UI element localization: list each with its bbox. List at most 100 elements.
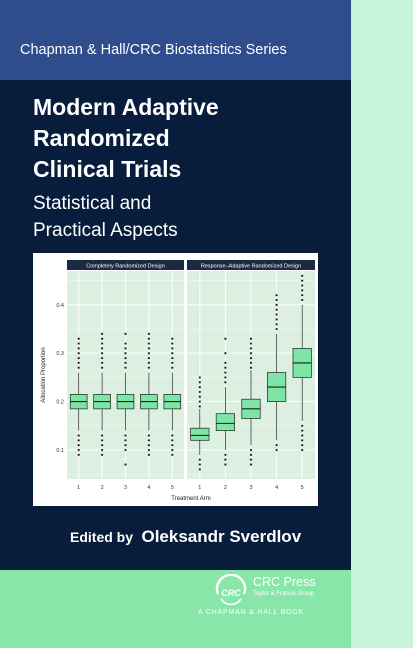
outlier-point [147, 347, 150, 350]
outlier-point [147, 366, 150, 369]
editor-prefix: Edited by [70, 529, 134, 545]
outlier-point [301, 279, 304, 282]
boxplot-chart: Allocation Proportion 0.1 0.2 0.3 0.4 Treatme… [41, 260, 315, 502]
outlier-point [275, 308, 278, 311]
outlier-point [147, 448, 150, 452]
subtitle-line: Practical Aspects [33, 220, 178, 241]
x-tick-label: 1 [77, 485, 80, 491]
outlier-point [77, 342, 80, 345]
outlier-point [301, 439, 304, 442]
outlier-point [171, 356, 174, 360]
outlier-point [101, 366, 104, 369]
title-line: Clinical Trials [33, 156, 182, 182]
y-tick-label: 0.4 [56, 303, 64, 309]
outlier-point [101, 453, 104, 456]
x-tick-label: 5 [171, 485, 174, 491]
outlier-point [275, 313, 278, 316]
outlier-point [101, 448, 104, 452]
outlier-point [198, 385, 201, 389]
outlier-point [101, 337, 104, 340]
cover-figure: Allocation Proportion 0.1 0.2 0.3 0.4 Treatme… [33, 253, 318, 506]
outlier-point [77, 366, 80, 369]
publisher-name: CRC Press [253, 575, 316, 589]
publisher-imprint: A CHAPMAN & HALL BOOK [198, 609, 305, 616]
outlier-point [171, 342, 174, 345]
outlier-point [124, 439, 127, 442]
outlier-point [224, 366, 227, 369]
x-tick-label: 1 [198, 485, 201, 491]
outlier-point [198, 400, 201, 403]
x-tick-label: 2 [101, 485, 104, 491]
outlier-point [224, 337, 227, 340]
outlier-point [249, 458, 253, 461]
outlier-point [275, 318, 278, 321]
outlier-point [198, 405, 201, 408]
outlier-point [249, 463, 253, 466]
outlier-point [171, 439, 174, 442]
outlier-point [124, 361, 127, 365]
outlier-point [224, 371, 227, 374]
outlier-point [124, 352, 127, 355]
series-band: Chapman & Hall/CRC Biostatistics Series [0, 0, 351, 80]
outlier-point [101, 434, 104, 437]
outlier-point [301, 289, 304, 292]
outlier-point [224, 463, 227, 466]
outlier-point [275, 294, 278, 297]
box [190, 427, 210, 441]
outlier-point [147, 356, 150, 360]
outlier-point [249, 356, 253, 360]
outlier-point [101, 439, 104, 442]
outlier-point [249, 337, 253, 340]
y-tick-label: 0.2 [56, 400, 64, 406]
y-axis-label: Allocation Proportion [41, 347, 47, 402]
outlier-point [301, 429, 304, 432]
y-tick-label: 0.1 [56, 448, 64, 454]
outlier-point [147, 361, 150, 365]
outlier-point [171, 347, 174, 350]
outlier-point [101, 352, 104, 355]
book-title: Modern Adaptive Randomized Clinical Tria… [33, 92, 333, 185]
outlier-point [171, 448, 174, 452]
outlier-point [77, 434, 80, 437]
outlier-point [101, 361, 104, 365]
publisher-group: Taylor & Francis Group [253, 591, 315, 597]
outlier-point [301, 424, 304, 427]
x-axis-label: Treatment Arm [171, 496, 210, 502]
outlier-point [275, 323, 278, 326]
outlier-point [171, 453, 174, 456]
outlier-point [147, 337, 150, 340]
panel-strip [67, 260, 184, 270]
editor-name: Oleksandr Sverdlov [141, 527, 302, 546]
outlier-point [224, 352, 227, 355]
outlier-point [198, 468, 201, 471]
subtitle-line: Statistical and [33, 193, 152, 214]
editor-credit: Edited by Oleksandr Sverdlov [70, 527, 301, 547]
outlier-point [198, 381, 201, 384]
outlier-point [301, 434, 304, 437]
outlier-point [171, 361, 174, 365]
outlier-point [124, 444, 127, 447]
publisher-band [0, 570, 351, 648]
outlier-point [147, 342, 150, 345]
outlier-point [275, 298, 278, 302]
outlier-point [198, 376, 201, 379]
outlier-point [77, 337, 80, 340]
outlier-point [249, 347, 253, 350]
book-subtitle: Statistical and Practical Aspects [33, 190, 333, 244]
x-tick-label: 2 [224, 485, 227, 491]
series-name: Chapman & Hall/CRC Biostatistics Series [20, 42, 287, 58]
x-tick-label: 4 [147, 485, 150, 491]
outlier-point [224, 453, 227, 456]
outlier-point [101, 342, 104, 345]
outlier-point [249, 361, 253, 365]
outlier-point [124, 448, 127, 452]
outlier-point [77, 453, 80, 456]
outlier-point [224, 458, 227, 461]
x-tick-label: 3 [249, 485, 252, 491]
outlier-point [77, 444, 80, 447]
outlier-point [101, 356, 104, 360]
outlier-point [77, 347, 80, 350]
outlier-point [249, 448, 253, 452]
outlier-point [171, 337, 174, 340]
outlier-point [124, 434, 127, 437]
